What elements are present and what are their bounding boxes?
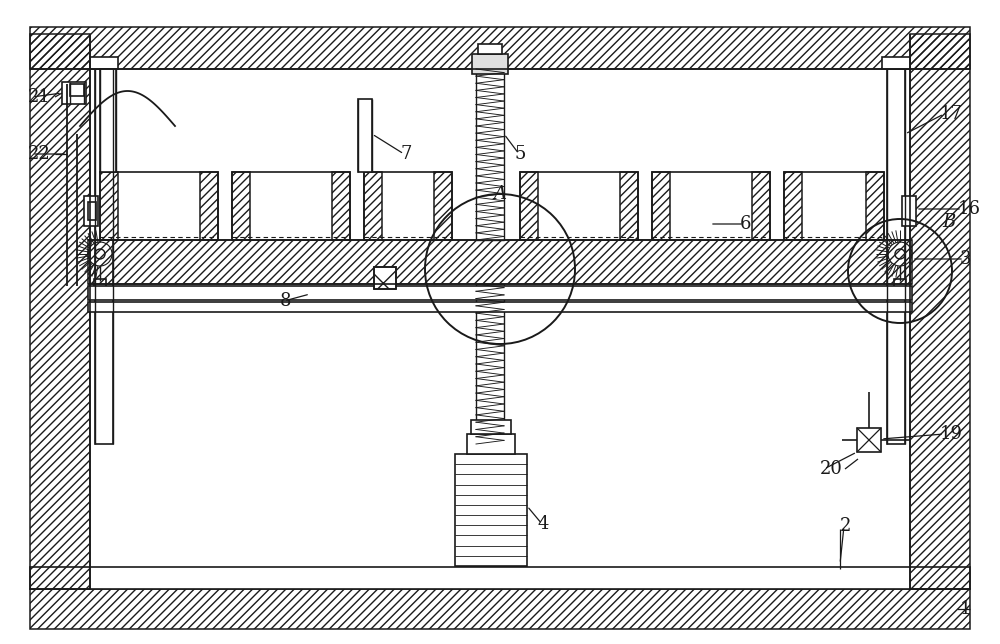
Bar xyxy=(30,27,970,69)
Text: 19: 19 xyxy=(940,425,963,443)
Bar xyxy=(94,279,106,291)
Circle shape xyxy=(95,249,105,259)
Bar xyxy=(894,279,906,291)
Bar xyxy=(866,172,884,240)
Text: 20: 20 xyxy=(820,460,843,478)
Bar xyxy=(520,172,538,240)
Circle shape xyxy=(895,249,905,259)
Text: 16: 16 xyxy=(958,200,981,218)
Bar xyxy=(88,202,96,220)
Bar xyxy=(100,172,118,240)
Bar xyxy=(752,172,770,240)
Text: A: A xyxy=(494,185,507,203)
Bar xyxy=(887,69,905,444)
Text: 3: 3 xyxy=(960,250,972,268)
Bar xyxy=(434,172,452,240)
Bar xyxy=(100,172,218,240)
Bar xyxy=(374,267,396,289)
Bar xyxy=(62,82,86,104)
Bar xyxy=(30,589,970,629)
Bar xyxy=(90,57,118,69)
Text: 22: 22 xyxy=(28,145,51,163)
Text: 6: 6 xyxy=(740,215,752,233)
Bar xyxy=(784,172,802,240)
Bar xyxy=(784,172,884,240)
Bar xyxy=(857,428,881,452)
Bar xyxy=(455,454,527,566)
Bar xyxy=(478,44,502,54)
Bar xyxy=(95,69,113,444)
Text: 7: 7 xyxy=(400,145,411,163)
Bar xyxy=(467,434,515,454)
Bar xyxy=(358,99,372,172)
Bar xyxy=(364,172,382,240)
Bar xyxy=(472,54,508,74)
Text: 8: 8 xyxy=(280,292,292,310)
Bar xyxy=(88,286,912,300)
Bar xyxy=(200,172,218,240)
Text: 5: 5 xyxy=(515,145,526,163)
Text: B: B xyxy=(942,213,955,231)
Bar xyxy=(620,172,638,240)
Bar xyxy=(520,172,638,240)
Text: 21: 21 xyxy=(28,88,51,106)
Bar xyxy=(88,240,912,284)
Text: 17: 17 xyxy=(940,105,963,123)
Bar xyxy=(364,172,452,240)
Bar xyxy=(30,34,90,589)
Text: 2: 2 xyxy=(840,517,851,535)
Bar xyxy=(374,267,396,289)
Bar xyxy=(84,196,98,226)
Bar xyxy=(882,57,910,69)
Bar xyxy=(652,172,670,240)
Bar xyxy=(100,69,116,172)
Bar xyxy=(476,69,504,240)
Bar xyxy=(88,302,912,312)
Bar xyxy=(471,420,511,434)
Text: 4: 4 xyxy=(538,515,549,533)
Bar xyxy=(476,284,504,444)
Bar xyxy=(910,34,970,589)
Bar xyxy=(332,172,350,240)
Bar xyxy=(232,172,250,240)
Bar xyxy=(70,84,84,96)
Bar xyxy=(232,172,350,240)
Bar xyxy=(652,172,770,240)
Text: 1: 1 xyxy=(960,600,972,618)
Bar xyxy=(902,196,916,226)
Bar xyxy=(30,567,970,589)
